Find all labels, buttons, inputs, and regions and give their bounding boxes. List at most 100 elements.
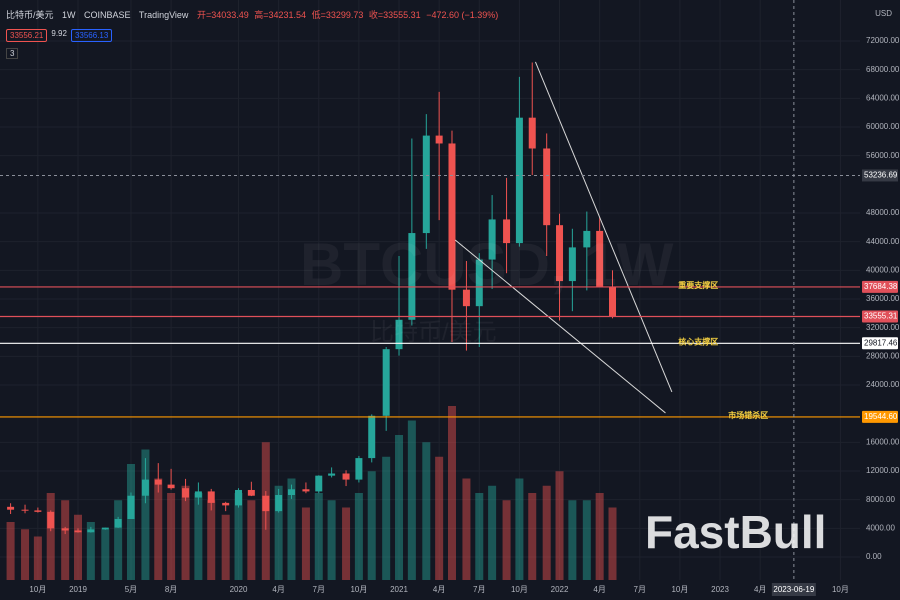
y-tick-label: 64000.00 [866, 93, 900, 102]
candle-body [302, 489, 310, 492]
volume-bar [528, 493, 537, 580]
volume-bar [33, 536, 42, 580]
candle-body [408, 233, 416, 320]
candle-body [503, 219, 511, 244]
candle-body [488, 219, 496, 260]
candle-body [355, 458, 363, 480]
candle-body [596, 230, 604, 287]
candle-body [235, 489, 243, 506]
y-tick-label: 8000.00 [866, 495, 895, 504]
price-label: 33555.31 [864, 312, 898, 321]
indicator-toggle[interactable]: 3 [6, 48, 19, 59]
y-tick-label: 40000.00 [866, 265, 900, 274]
volume-bar [181, 485, 190, 580]
zone-label: 重要支撑区 [678, 280, 718, 290]
interval[interactable]: 1W [62, 10, 76, 20]
y-tick-label: 56000.00 [866, 151, 900, 160]
candle-body [87, 529, 95, 533]
candle-body [568, 247, 576, 282]
header: 比特币/美元 1W COINBASE TradingView 开=34033.4… [6, 8, 501, 21]
logo: FastBull [645, 506, 827, 558]
candle-body [543, 148, 551, 226]
x-tick-label: 7月 [634, 585, 646, 594]
symbol[interactable]: 比特币/美元 [6, 10, 54, 20]
candle-body [275, 495, 283, 512]
volume-bar [114, 500, 123, 580]
candle-body [262, 495, 270, 512]
buy-button[interactable]: 33566.13 [70, 29, 113, 42]
crosshair-y-label: 53236.69 [864, 171, 898, 180]
volume-bar [488, 485, 497, 580]
candle-body [435, 135, 443, 144]
candle-body [207, 491, 215, 503]
x-tick-label: 8月 [165, 585, 177, 594]
volume-bar [314, 493, 323, 580]
x-tick-label: 10月 [29, 585, 46, 594]
x-tick-label: 4月 [433, 585, 445, 594]
candle-body [608, 286, 616, 317]
y-tick-label: 36000.00 [866, 294, 900, 303]
candle-body [342, 473, 350, 480]
price-label-bg [862, 337, 898, 350]
price-label: 19544.60 [864, 412, 898, 421]
candle-body [74, 530, 82, 533]
y-tick-label: 28000.00 [866, 351, 900, 360]
sell-button[interactable]: 33556.21 [6, 29, 48, 42]
y-tick-label: 68000.00 [866, 65, 900, 74]
volume-bar [582, 500, 591, 580]
spread: 9.92 [51, 29, 67, 38]
volume-bar [382, 456, 391, 580]
candle-body [475, 259, 483, 307]
candle-body [167, 484, 175, 489]
volume-bar [74, 514, 83, 580]
y-tick-label: 44000.00 [866, 237, 900, 246]
volume-bar [194, 493, 203, 580]
volume-bar [21, 529, 30, 580]
volume-bar [101, 529, 110, 580]
trade-buttons: 33556.21 9.92 33566.13 [6, 29, 113, 42]
volume-bar [86, 522, 95, 580]
exchange: COINBASE [84, 10, 131, 20]
candle-body [141, 479, 149, 496]
watermark: BTCUSD, 1W [300, 231, 674, 298]
volume-bar [595, 493, 604, 580]
candle-body [528, 117, 536, 149]
ohlc-close: 收=33555.31 [368, 10, 421, 20]
candle-body [382, 349, 390, 416]
volume-bar [555, 471, 564, 580]
volume-bar [502, 500, 511, 580]
candle-body [287, 489, 295, 496]
x-tick-label: 10月 [832, 585, 849, 594]
currency[interactable]: USD [875, 9, 892, 18]
price-axis-bg [860, 0, 900, 600]
zone-label: 市场错杀区 [728, 410, 768, 420]
zone-label: 核心支撑区 [678, 336, 718, 346]
volume-bar [46, 493, 55, 580]
y-tick-label: 32000.00 [866, 323, 900, 332]
x-tick-label: 4月 [754, 585, 766, 594]
x-tick-label: 2019 [69, 585, 87, 594]
candle-body [328, 473, 336, 476]
volume-bar [141, 449, 150, 580]
volume-bar [327, 500, 336, 580]
crosshair-x-bg [771, 583, 816, 596]
candle-body [127, 495, 135, 520]
x-tick-label: 7月 [473, 585, 485, 594]
volume-bar [475, 493, 484, 580]
candle-body [154, 479, 162, 485]
volume-bar [435, 456, 444, 580]
volume-bar [462, 478, 471, 580]
volume-bar [354, 493, 363, 580]
price-label: 37684.38 [864, 282, 898, 291]
candle-body [422, 135, 430, 234]
volume-bar [568, 500, 577, 580]
volume-bar [167, 493, 176, 580]
volume-bar [61, 500, 70, 580]
price-label-bg [862, 280, 898, 293]
candle-body [21, 509, 29, 511]
volume-bar [447, 406, 456, 580]
volume-bar [395, 435, 404, 580]
x-tick-label: 4月 [272, 585, 284, 594]
